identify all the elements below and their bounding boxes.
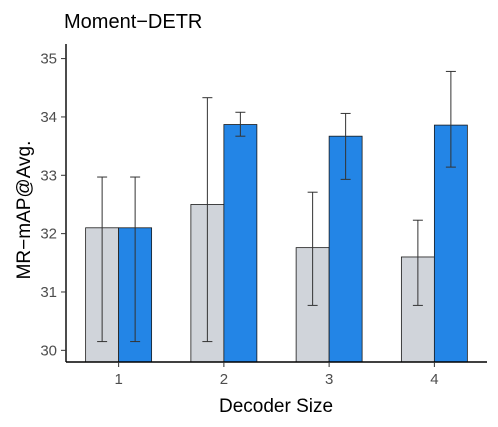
y-tick-label: 30 xyxy=(40,342,57,359)
bar-2-s2 xyxy=(223,124,258,363)
y-tick-label: 33 xyxy=(40,167,57,184)
y-axis-label: MR−mAP@Avg. xyxy=(14,141,35,280)
y-tick-label: 31 xyxy=(40,284,57,301)
chart-title: Moment−DETR xyxy=(64,11,202,33)
x-tick-label: 3 xyxy=(325,371,333,388)
x-axis-label: Decoder Size xyxy=(219,396,333,417)
y-tick-label: 35 xyxy=(40,51,57,68)
y-tick-label: 34 xyxy=(40,109,57,126)
x-tick-label: 4 xyxy=(430,371,438,388)
x-tick-label: 1 xyxy=(114,371,122,388)
x-tick-label: 2 xyxy=(220,371,228,388)
y-tick-label: 32 xyxy=(40,226,57,243)
